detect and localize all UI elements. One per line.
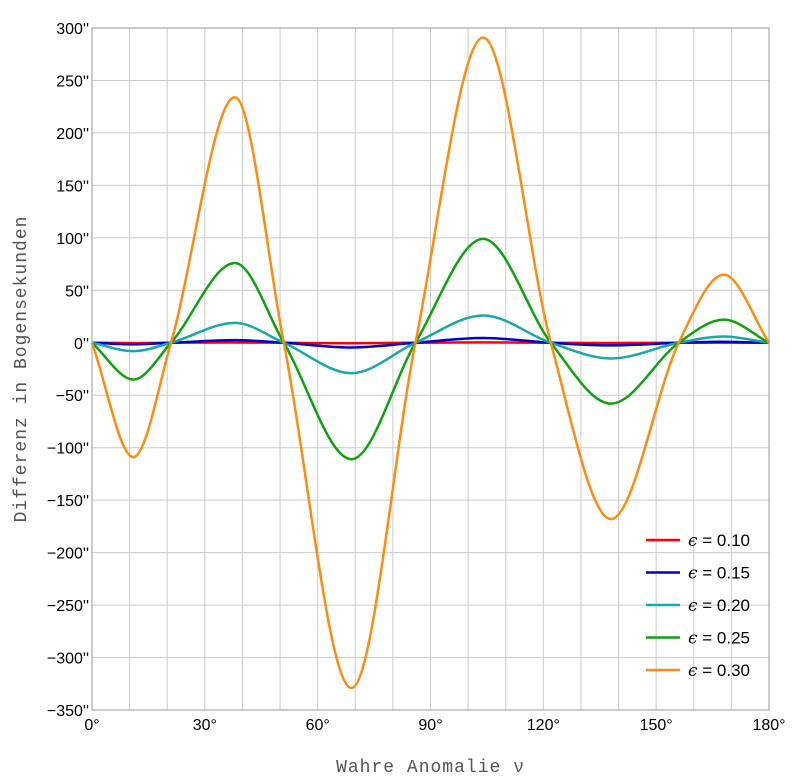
y-tick-label: 150'' bbox=[56, 178, 89, 195]
x-tick-label: 90° bbox=[418, 717, 442, 734]
y-tick-label: −50'' bbox=[56, 388, 89, 405]
y-tick-label: 0'' bbox=[74, 336, 89, 353]
series-line bbox=[90, 36, 771, 690]
y-axis-ticks: −350'' −300'' −250'' −200'' −150'' −100'' −50'… bbox=[47, 21, 89, 720]
y-tick-label: 50'' bbox=[65, 283, 89, 300]
legend-label: ϵ = 0.15 bbox=[688, 564, 750, 584]
y-axis-title: Differenz in Bogensekunden bbox=[12, 216, 32, 523]
x-axis-title: Wahre Anomalie ν bbox=[336, 758, 525, 778]
y-tick-label: −100'' bbox=[47, 441, 89, 458]
legend: ϵ = 0.10 ϵ = 0.15 ϵ = 0.20 ϵ = 0.25 ϵ = 0.30 bbox=[646, 531, 750, 681]
legend-label: ϵ = 0.20 bbox=[688, 596, 750, 616]
x-tick-label: 180° bbox=[752, 717, 785, 734]
legend-label: ϵ = 0.30 bbox=[688, 661, 750, 681]
y-tick-label: −150'' bbox=[47, 493, 89, 510]
legend-label: ϵ = 0.25 bbox=[688, 629, 750, 649]
x-axis-ticks: 0° 30° 60° 90° 120° 150° 180° bbox=[84, 717, 785, 734]
y-tick-label: 300'' bbox=[56, 21, 89, 38]
y-tick-label: −350'' bbox=[47, 703, 89, 720]
y-tick-label: 250'' bbox=[56, 73, 89, 90]
legend-label: ϵ = 0.10 bbox=[688, 531, 750, 551]
x-tick-label: 30° bbox=[193, 717, 217, 734]
y-tick-label: 200'' bbox=[56, 126, 89, 143]
grid bbox=[91, 27, 770, 711]
x-tick-label: 60° bbox=[306, 717, 330, 734]
x-tick-label: 0° bbox=[84, 717, 99, 734]
series-layer bbox=[90, 36, 771, 690]
y-tick-label: 100'' bbox=[56, 231, 89, 248]
y-tick-label: −200'' bbox=[47, 546, 89, 563]
y-tick-label: −300'' bbox=[47, 651, 89, 668]
y-tick-label: −250'' bbox=[47, 598, 89, 615]
x-tick-label: 120° bbox=[527, 717, 560, 734]
x-tick-label: 150° bbox=[640, 717, 673, 734]
series-line bbox=[91, 237, 770, 461]
plot-frame bbox=[91, 27, 770, 711]
